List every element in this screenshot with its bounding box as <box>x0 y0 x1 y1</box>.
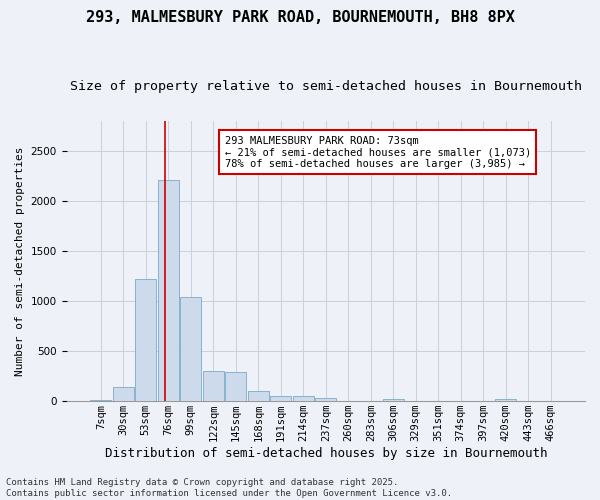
Bar <box>270 396 292 401</box>
Y-axis label: Number of semi-detached properties: Number of semi-detached properties <box>15 146 25 376</box>
Title: Size of property relative to semi-detached houses in Bournemouth: Size of property relative to semi-detach… <box>70 80 582 93</box>
Text: 293 MALMESBURY PARK ROAD: 73sqm
← 21% of semi-detached houses are smaller (1,073: 293 MALMESBURY PARK ROAD: 73sqm ← 21% of… <box>224 136 531 169</box>
Bar <box>338 400 359 401</box>
Bar <box>180 297 202 401</box>
Bar <box>135 279 157 401</box>
Bar <box>293 396 314 401</box>
Bar <box>225 372 247 401</box>
Bar <box>158 180 179 401</box>
Bar <box>495 398 517 401</box>
Bar <box>315 398 337 401</box>
Bar <box>113 387 134 401</box>
Text: Contains HM Land Registry data © Crown copyright and database right 2025.
Contai: Contains HM Land Registry data © Crown c… <box>6 478 452 498</box>
X-axis label: Distribution of semi-detached houses by size in Bournemouth: Distribution of semi-detached houses by … <box>104 447 547 460</box>
Bar <box>90 400 112 401</box>
Bar <box>203 371 224 401</box>
Text: 293, MALMESBURY PARK ROAD, BOURNEMOUTH, BH8 8PX: 293, MALMESBURY PARK ROAD, BOURNEMOUTH, … <box>86 10 514 25</box>
Bar <box>248 390 269 401</box>
Bar <box>383 398 404 401</box>
